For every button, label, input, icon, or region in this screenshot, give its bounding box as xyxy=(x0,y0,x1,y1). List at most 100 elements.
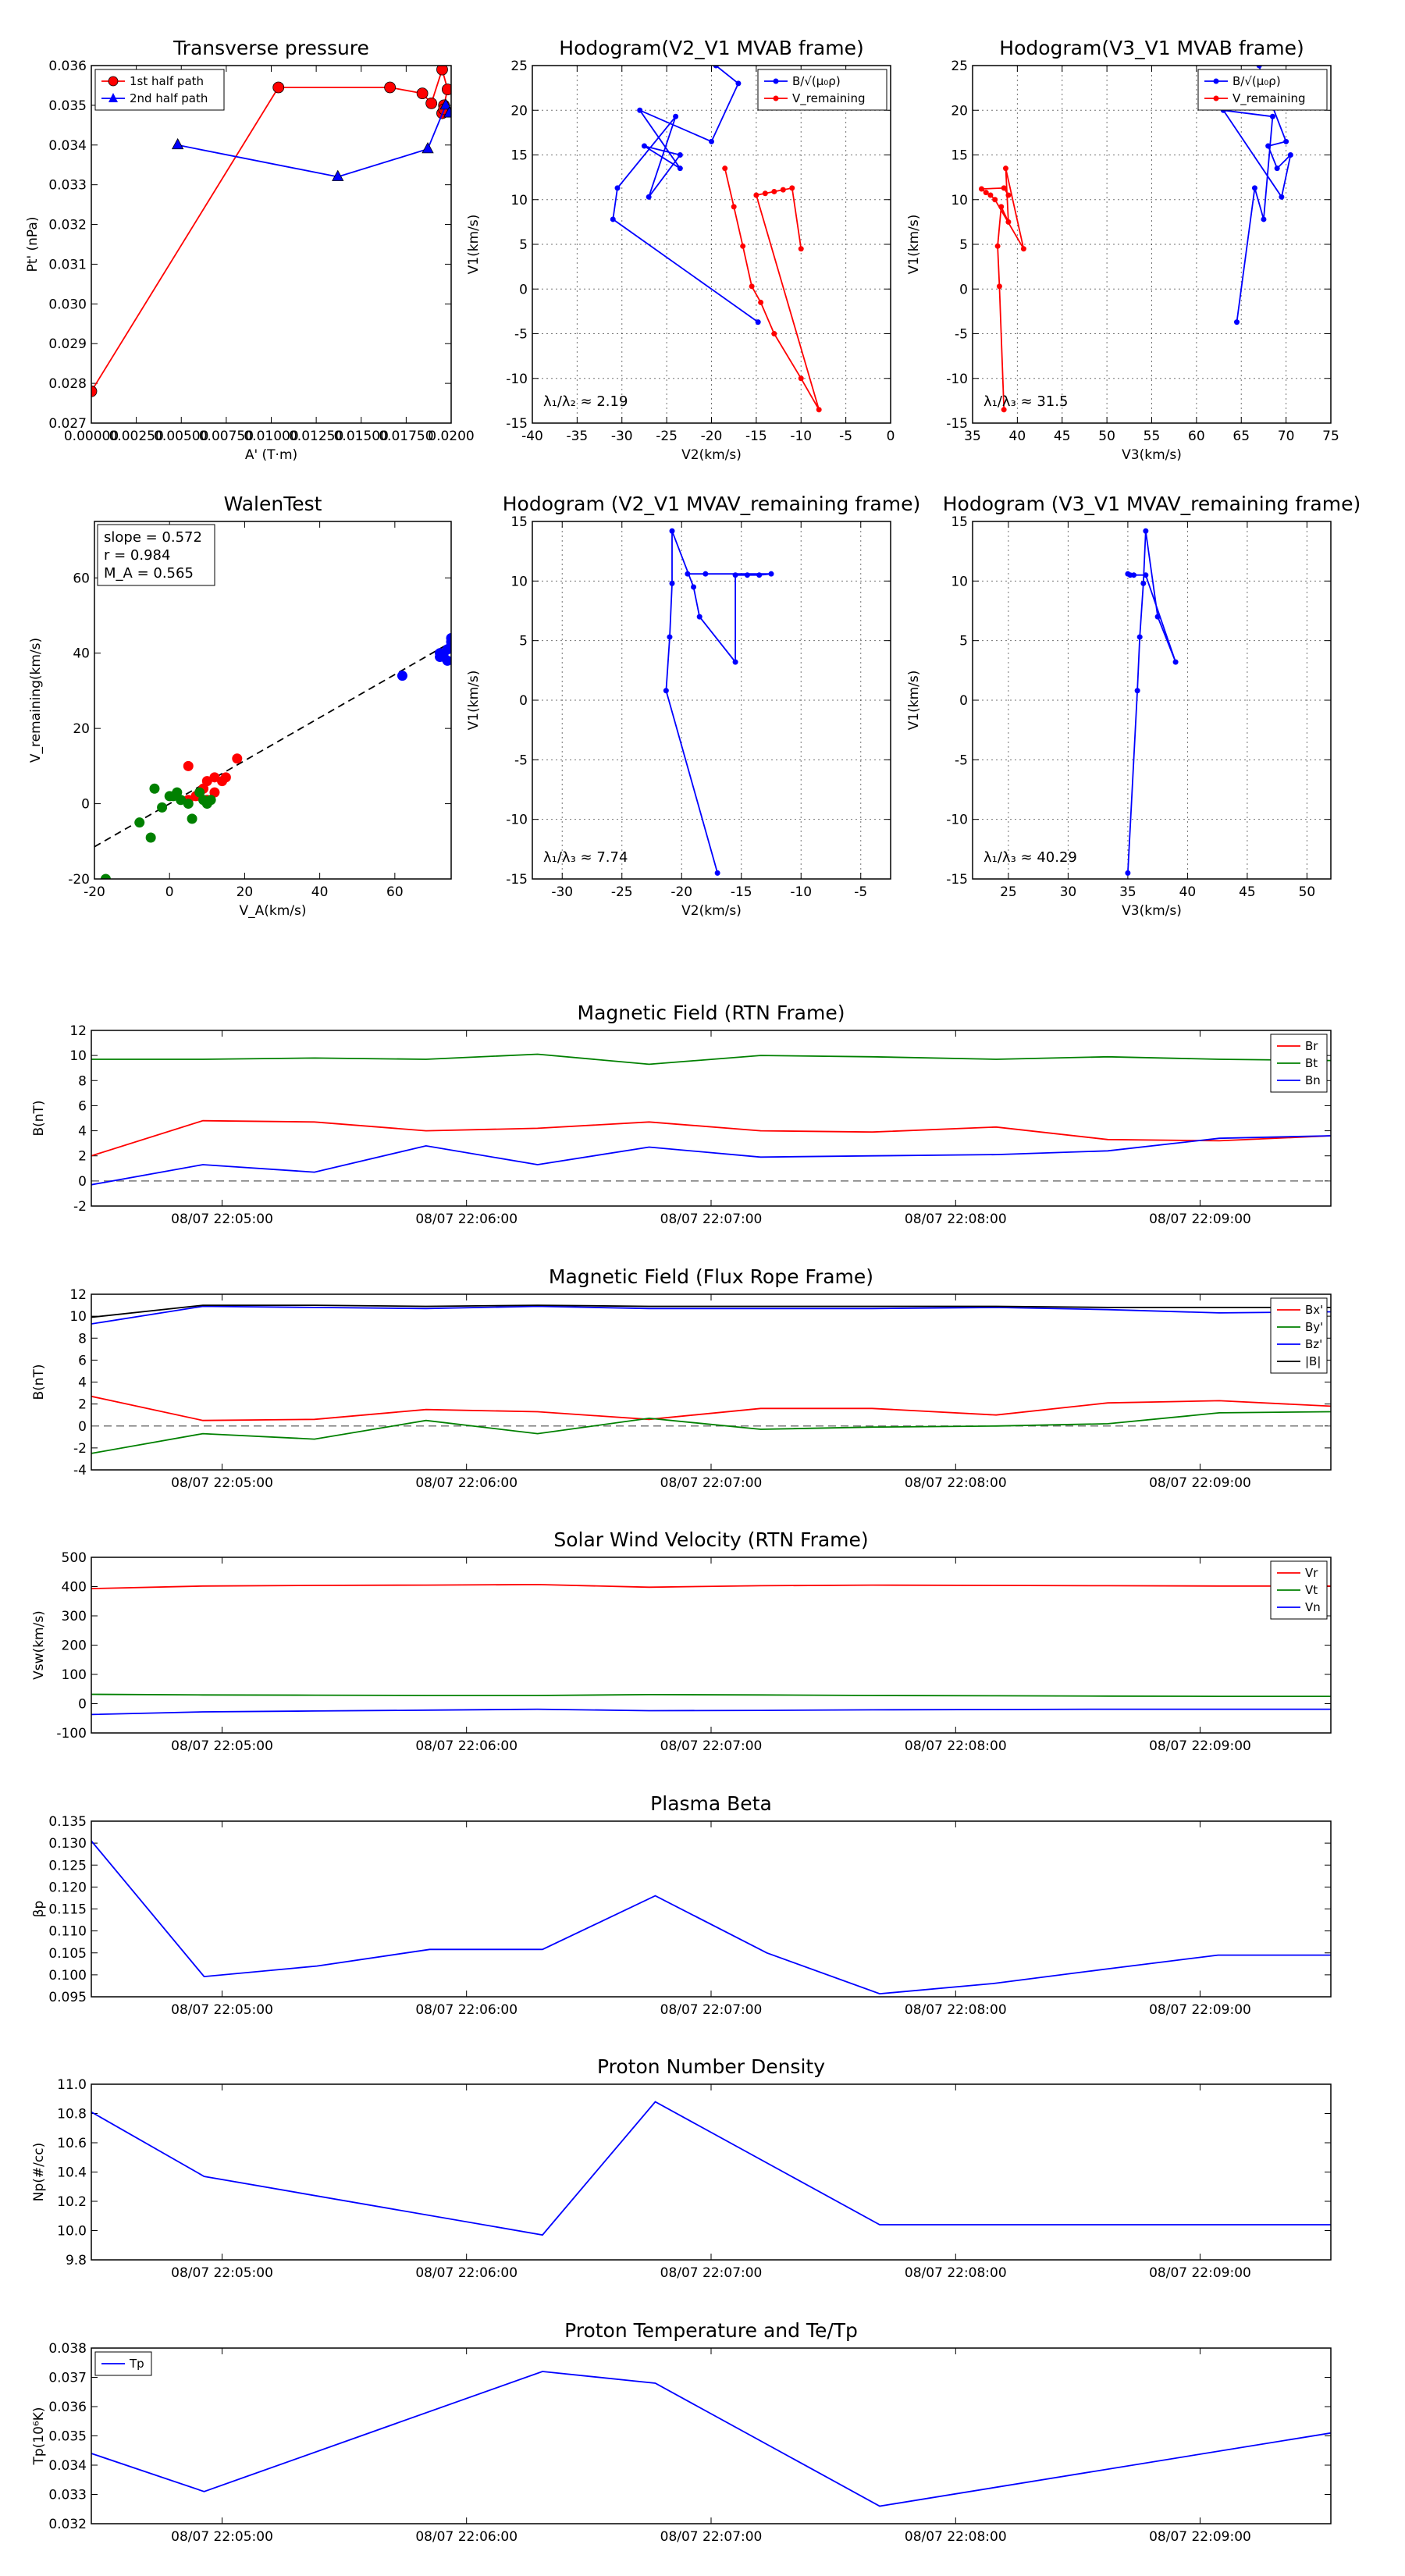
y-tick-label: 15 xyxy=(951,148,968,164)
x-tick-label: 50 xyxy=(1098,429,1115,444)
x-tick-label: -10 xyxy=(790,884,812,900)
series-b-line xyxy=(1222,66,1292,322)
x-tick-label: -35 xyxy=(566,429,588,444)
fit-line xyxy=(94,641,451,848)
legend-marker xyxy=(108,76,119,87)
data-point xyxy=(789,185,795,191)
y-tick-label: 500 xyxy=(62,1550,87,1566)
data-point xyxy=(187,813,197,824)
data-point xyxy=(780,187,786,193)
x-tick-label: 50 xyxy=(1299,884,1316,900)
x-tick-label: -15 xyxy=(745,429,767,444)
y-axis-label: B(nT) xyxy=(31,1364,47,1400)
legend-label: Bx' xyxy=(1305,1303,1323,1317)
plot-frame xyxy=(91,1030,1332,1207)
legend: Tp xyxy=(94,2351,152,2376)
x-tick-label: 08/07 22:05:00 xyxy=(171,2002,273,2018)
series-bz-line xyxy=(91,1305,1331,1325)
stats-label: r = 0.984 xyxy=(104,547,170,564)
y-tick-label: 20 xyxy=(73,721,90,737)
y-tick-label: -15 xyxy=(506,416,528,432)
chart-title: Plasma Beta xyxy=(650,1792,772,1815)
chart-title: Hodogram (V2_V1 MVAV_remaining frame) xyxy=(503,493,921,515)
data-point xyxy=(663,688,669,694)
y-tick-label: -15 xyxy=(506,872,528,888)
data-point xyxy=(1125,571,1131,577)
y-tick-label: 25 xyxy=(510,59,528,74)
data-point xyxy=(758,299,764,305)
x-tick-label: 0 xyxy=(887,429,895,444)
data-point xyxy=(677,152,683,158)
data-point xyxy=(691,584,697,590)
x-tick-label: 08/07 22:05:00 xyxy=(171,1212,273,1227)
legend-label: |B| xyxy=(1305,1354,1321,1368)
series-tp-line xyxy=(91,2371,1331,2507)
data-point xyxy=(1234,319,1240,326)
y-tick-label: -20 xyxy=(68,872,90,888)
y-tick-label: 20 xyxy=(510,103,528,119)
legend-label: B/√(μ₀ρ) xyxy=(1232,74,1281,88)
x-tick-label: -20 xyxy=(670,884,692,900)
chart-title: Proton Number Density xyxy=(597,2055,825,2078)
data-point xyxy=(232,753,243,764)
chart-title: Magnetic Field (Flux Rope Frame) xyxy=(549,1265,873,1288)
y-axis-label: Np(#/cc) xyxy=(31,2143,47,2201)
data-point xyxy=(205,795,216,806)
y-tick-label: 0 xyxy=(81,797,90,813)
data-point xyxy=(669,580,675,586)
x-tick-label: 0.00000 xyxy=(64,429,119,444)
y-axis-label: Pt' (nPa) xyxy=(25,217,41,272)
y-tick-label: 0.035 xyxy=(48,98,87,114)
data-point xyxy=(771,331,777,336)
chart-2: Hodogram(V2_V1 MVAB frame) -40 -35 -30 -25 -2… xyxy=(466,37,895,463)
y-tick-label: 20 xyxy=(951,103,968,119)
data-point xyxy=(397,671,407,681)
data-point xyxy=(732,572,738,578)
x-tick-label: 0.01250 xyxy=(289,429,343,444)
y-tick-label: 6 xyxy=(78,1353,87,1368)
series-2nd-half-path-line xyxy=(177,103,450,178)
y-tick-label: 100 xyxy=(62,1667,87,1683)
plot-area xyxy=(94,632,451,879)
eigenvalue-ratio-label: λ₁/λ₃ ≈ 31.5 xyxy=(984,393,1068,410)
y-tick-label: 0.036 xyxy=(48,2400,87,2415)
y-tick-label: 0.034 xyxy=(48,138,87,154)
x-tick-label: -20 xyxy=(701,429,723,444)
plot-area xyxy=(978,66,1293,413)
data-point xyxy=(637,107,643,113)
y-tick-label: -15 xyxy=(946,872,968,888)
x-tick-label: 40 xyxy=(1179,884,1197,900)
y-tick-label: 15 xyxy=(951,514,968,530)
x-tick-label: 55 xyxy=(1144,429,1161,444)
x-tick-label: 08/07 22:08:00 xyxy=(905,2529,1007,2545)
data-point xyxy=(714,870,720,876)
data-point xyxy=(753,192,759,198)
y-tick-label: 0.033 xyxy=(48,2488,87,2503)
chart-11: Proton Number Density 08/07 22:05:00 08/07… xyxy=(31,2055,1332,2281)
data-point xyxy=(731,204,737,210)
data-point xyxy=(983,190,989,196)
data-point xyxy=(149,783,160,794)
y-tick-label: 0.034 xyxy=(48,2458,87,2474)
legend-label: V_remaining xyxy=(792,91,866,106)
x-tick-label: 35 xyxy=(964,429,981,444)
data-point xyxy=(443,106,451,118)
series-vn-line xyxy=(91,1708,1331,1716)
y-tick-label: 0.037 xyxy=(48,2371,87,2386)
data-point xyxy=(1287,152,1293,158)
stats-label: slope = 0.572 xyxy=(104,529,202,546)
data-point xyxy=(1283,138,1289,144)
y-tick-label: 12 xyxy=(69,1023,87,1039)
series-b-line xyxy=(612,66,759,323)
x-tick-label: 60 xyxy=(1188,429,1205,444)
eigenvalue-ratio-label: λ₁/λ₃ ≈ 40.29 xyxy=(984,849,1077,866)
y-tick-label: -5 xyxy=(514,753,528,768)
legend-marker xyxy=(108,93,118,102)
y-tick-label: 0 xyxy=(959,282,968,297)
y-axis-label: V1(km/s) xyxy=(466,671,482,731)
x-axis-label: V3(km/s) xyxy=(1122,903,1182,919)
data-point xyxy=(1269,113,1275,119)
y-tick-label: 300 xyxy=(62,1609,87,1624)
y-tick-label: 0.110 xyxy=(48,1924,87,1940)
y-tick-label: 10.6 xyxy=(57,2136,87,2151)
